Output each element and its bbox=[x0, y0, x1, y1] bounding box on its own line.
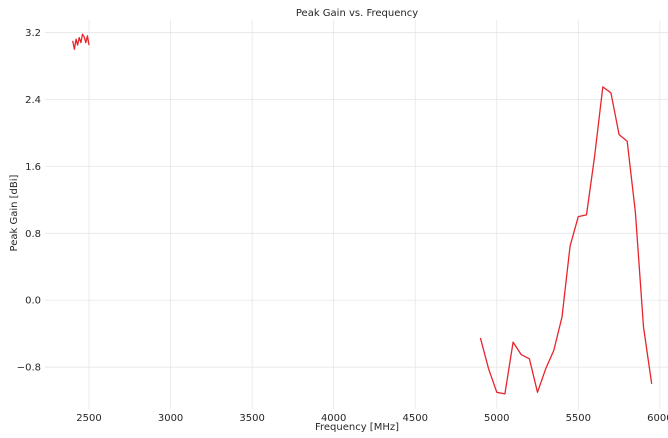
x-tick-label: 3500 bbox=[239, 413, 264, 424]
y-axis-title: Peak Gain [dBi] bbox=[9, 174, 20, 251]
y-tick-label: 2.4 bbox=[25, 95, 41, 106]
series-line bbox=[72, 33, 90, 50]
plot-lines bbox=[72, 33, 653, 395]
x-tick-label: 6000 bbox=[647, 413, 668, 424]
x-tick-label: 5000 bbox=[484, 413, 509, 424]
x-tick-label: 3000 bbox=[158, 413, 183, 424]
x-tick-label: 4500 bbox=[402, 413, 427, 424]
x-axis-ticks: 2500 3000 3500 4000 4500 5000 5500 6000 bbox=[76, 413, 668, 424]
y-axis-ticks: −0.8 0.0 0.8 1.6 2.4 3.2 bbox=[17, 28, 41, 374]
series-line bbox=[479, 86, 653, 395]
y-tick-label: 3.2 bbox=[25, 28, 41, 39]
y-tick-label: 1.6 bbox=[25, 162, 41, 173]
chart-title: Peak Gain vs. Frequency bbox=[296, 8, 418, 19]
x-axis-title: Frequency [MHz] bbox=[315, 422, 399, 433]
y-tick-label: 0.0 bbox=[25, 296, 41, 307]
y-tick-label: −0.8 bbox=[17, 363, 41, 374]
x-tick-label: 2500 bbox=[76, 413, 101, 424]
x-tick-label: 5500 bbox=[566, 413, 591, 424]
y-tick-label: 0.8 bbox=[25, 229, 41, 240]
x-tick-label: 4000 bbox=[321, 413, 346, 424]
